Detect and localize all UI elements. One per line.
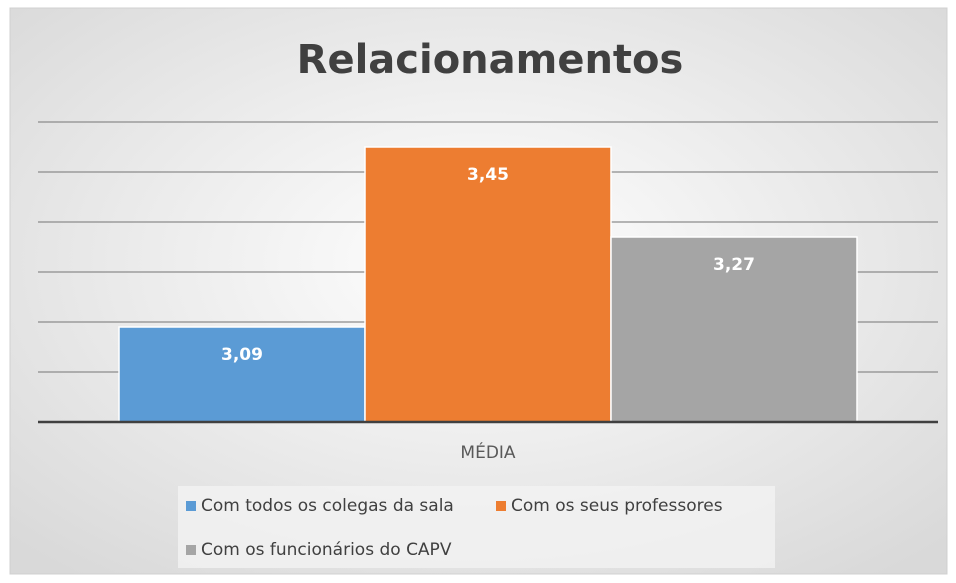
data-label: 3,45 (467, 165, 509, 185)
legend-label: Com os funcionários do CAPV (201, 540, 452, 560)
legend-label: Com os seus professores (511, 496, 723, 516)
bar (364, 146, 612, 423)
legend-label: Com todos os colegas da sala (201, 496, 454, 516)
data-label: 3,27 (713, 255, 755, 275)
x-tick-label: MÉDIA (460, 441, 516, 463)
legend-box (178, 486, 775, 568)
bar (610, 236, 858, 423)
bar (118, 326, 366, 423)
data-label: 3,09 (221, 345, 263, 365)
legend-swatch (496, 501, 506, 511)
chart-title: Relacionamentos (297, 37, 684, 83)
legend-swatch (186, 501, 196, 511)
legend-swatch (186, 545, 196, 555)
